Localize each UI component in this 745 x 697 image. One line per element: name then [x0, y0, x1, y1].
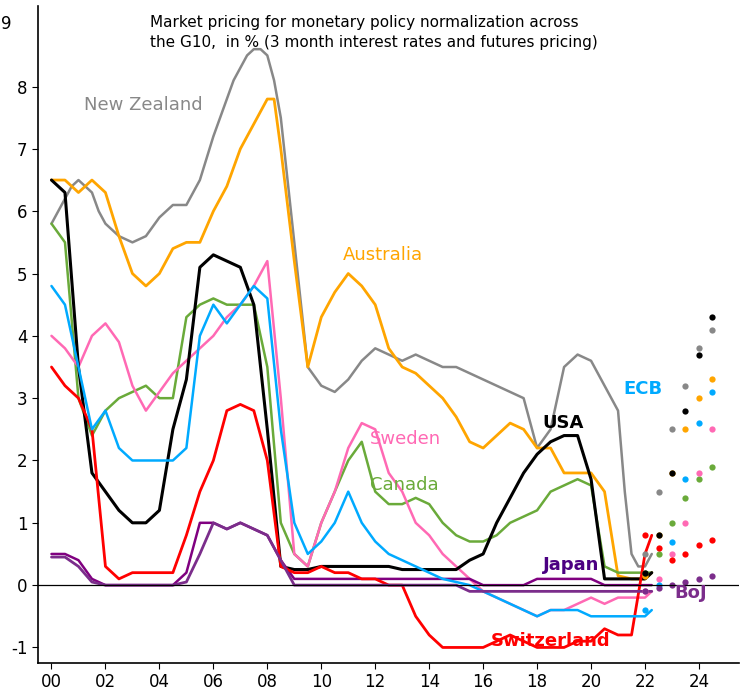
- Text: Market pricing for monetary policy normalization across
the G10,  in % (3 month : Market pricing for monetary policy norma…: [150, 15, 598, 49]
- Text: Australia: Australia: [343, 246, 423, 264]
- Text: New Zealand: New Zealand: [84, 96, 203, 114]
- Text: Japan: Japan: [542, 556, 599, 574]
- Text: BoJ: BoJ: [675, 584, 707, 602]
- Text: USA: USA: [542, 414, 584, 432]
- Text: Switzerland: Switzerland: [491, 632, 611, 650]
- Text: Canada: Canada: [370, 477, 439, 494]
- Text: ECB: ECB: [624, 380, 662, 398]
- Text: 9: 9: [1, 15, 11, 33]
- Text: Sweden: Sweden: [370, 429, 441, 447]
